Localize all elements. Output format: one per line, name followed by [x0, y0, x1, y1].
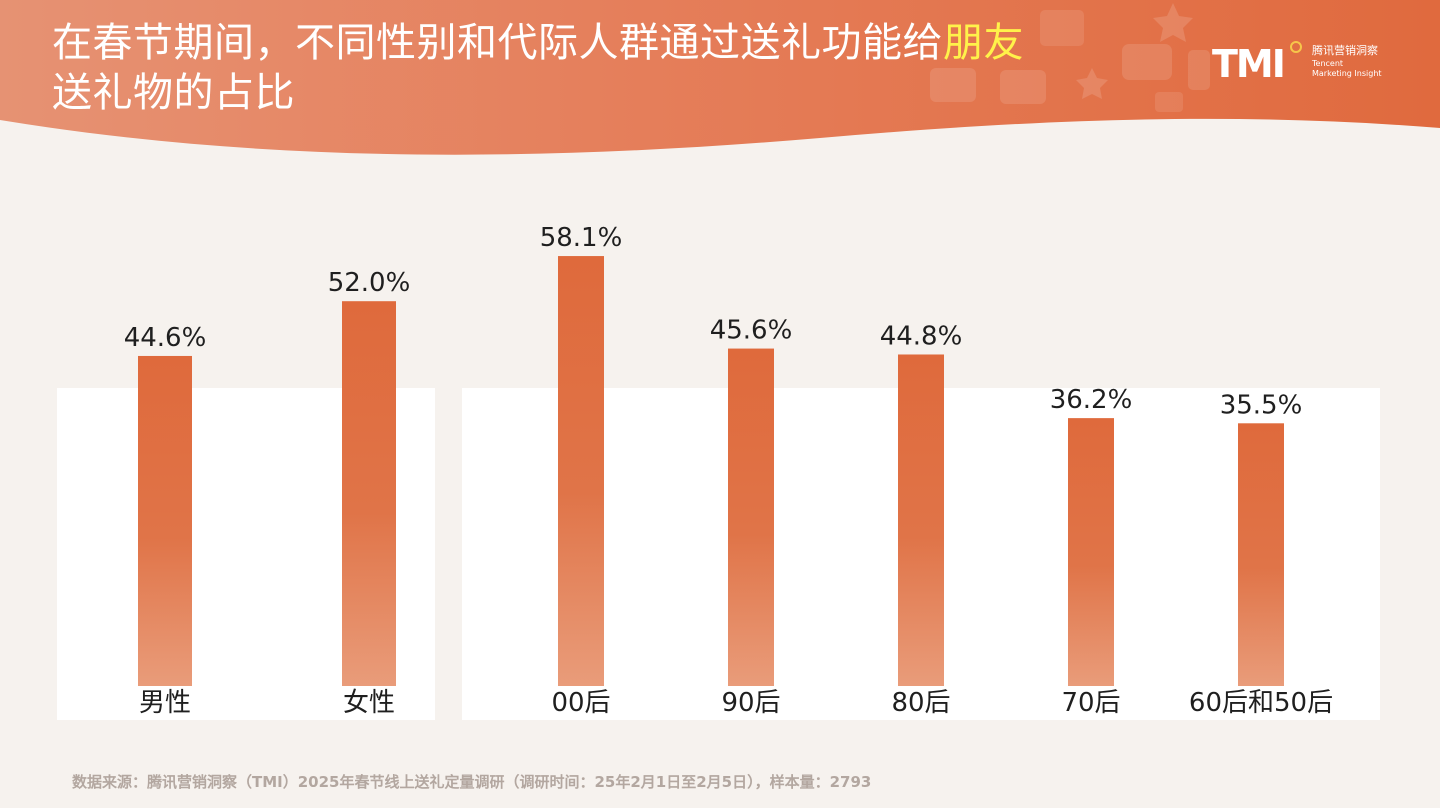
bar-3 [728, 348, 774, 686]
logo-en-text-1: Tencent [1312, 59, 1344, 68]
tmi-logo: TMI 腾讯营销洞察 Tencent Marketing Insight [1212, 38, 1412, 88]
title-main: 在春节期间，不同性别和代际人群通过送礼功能给 [52, 20, 943, 66]
category-label-0: 男性 [139, 688, 191, 718]
bar-5 [1068, 418, 1114, 686]
bar-0 [138, 355, 192, 686]
value-label-0: 44.6% [124, 323, 207, 353]
decorative-chat-icon [930, 44, 1210, 104]
category-label-3: 90后 [721, 688, 780, 718]
page-title-line-2: 送礼物的占比 [52, 70, 295, 116]
value-label-3: 45.6% [710, 316, 793, 346]
data-source-note: 数据来源：腾讯营销洞察（TMI）2025年春节线上送礼定量调研（调研时间：25年… [72, 773, 872, 791]
title-highlight: 朋友 [943, 20, 1024, 66]
logo-mark: TMI [1212, 42, 1286, 86]
bar-6 [1238, 423, 1284, 686]
bar-2 [558, 256, 604, 686]
logo-dot-icon [1290, 41, 1302, 53]
logo-en-text-2: Marketing Insight [1312, 69, 1382, 78]
category-label-2: 00后 [551, 688, 610, 718]
value-label-5: 36.2% [1050, 385, 1133, 415]
bar-1 [342, 301, 396, 686]
value-label-2: 58.1% [540, 223, 623, 253]
page-title-line-1: 在春节期间，不同性别和代际人群通过送礼功能给朋友 [52, 20, 1024, 66]
category-label-4: 80后 [891, 688, 950, 718]
category-label-6: 60后和50后 [1189, 688, 1333, 718]
value-label-4: 44.8% [880, 321, 963, 351]
decorative-star-icon [1076, 3, 1193, 99]
header-background [0, 0, 1440, 155]
decorative-gift-icon [1040, 10, 1183, 112]
value-label-1: 52.0% [328, 268, 411, 298]
category-label-5: 70后 [1061, 688, 1120, 718]
value-label-6: 35.5% [1220, 390, 1303, 420]
category-label-1: 女性 [343, 688, 395, 718]
bar-4 [898, 354, 944, 686]
logo-cn-text: 腾讯营销洞察 [1312, 44, 1378, 57]
